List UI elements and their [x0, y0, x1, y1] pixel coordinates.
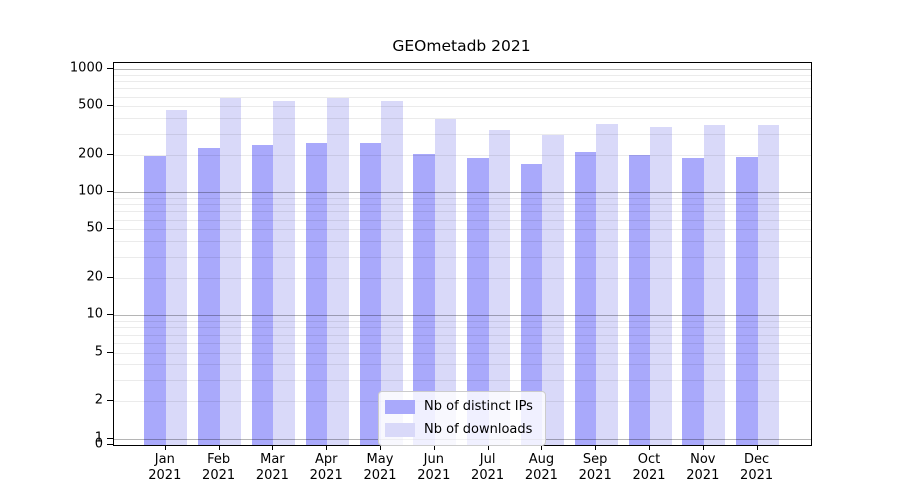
bars-layer — [114, 63, 811, 445]
y-tick-mark-10 — [107, 314, 113, 316]
x-tick-mark-aug-2021 — [541, 445, 543, 450]
chart-title: GEOmetadb 2021 — [392, 37, 531, 55]
plot-area: Nb of distinct IPs Nb of downloads — [113, 62, 812, 446]
x-tick-label-sep-2021: Sep 2021 — [578, 452, 612, 483]
x-tick-mark-oct-2021 — [649, 445, 650, 450]
x-tick-mark-may-2021 — [380, 445, 381, 450]
bar-nb-of-distinct-ips-jul-2021 — [467, 158, 489, 445]
x-tick-label-aug-2021: Aug 2021 — [524, 452, 558, 483]
bar-nb-of-downloads-feb-2021 — [219, 98, 242, 445]
bar-nb-of-distinct-ips-apr-2021 — [305, 143, 328, 445]
x-tick-mark-jul-2021 — [487, 445, 489, 450]
x-tick-mark-dec-2021 — [756, 445, 758, 450]
bar-nb-of-downloads-sep-2021 — [596, 124, 618, 445]
x-tick-label-oct-2021: Oct 2021 — [632, 452, 666, 483]
y-tick-label-5: 5 — [94, 344, 103, 359]
y-tick-mark-2 — [107, 400, 113, 402]
x-tick-label-dec-2021: Dec 2021 — [740, 452, 774, 483]
y-tick-label-100: 100 — [78, 183, 103, 199]
y-tick-label-0: 0 — [94, 436, 103, 452]
x-tick-label-jul-2021: Jul 2021 — [471, 452, 505, 483]
bar-nb-of-distinct-ips-nov-2021 — [682, 158, 704, 445]
x-tick-mark-apr-2021 — [326, 445, 328, 450]
bar-nb-of-downloads-dec-2021 — [757, 124, 780, 445]
bar-nb-of-distinct-ips-jun-2021 — [413, 153, 435, 445]
x-tick-mark-feb-2021 — [218, 445, 220, 450]
y-axis: 1000 500 200 100 50 20 10 5 2 1 0 — [0, 60, 103, 452]
x-tick-label-nov-2021: Nov 2021 — [686, 452, 720, 483]
legend-item-downloads: Nb of downloads — [385, 422, 533, 437]
x-tick-label-jan-2021: Jan 2021 — [148, 452, 182, 483]
bar-nb-of-downloads-aug-2021 — [542, 135, 564, 445]
y-tick-label-200: 200 — [78, 146, 103, 162]
bar-nb-of-distinct-ips-aug-2021 — [520, 163, 543, 445]
x-tick-mark-nov-2021 — [702, 445, 704, 450]
y-tick-label-10: 10 — [86, 306, 103, 322]
y-tick-label-20: 20 — [86, 269, 103, 285]
y-tick-label-50: 50 — [86, 220, 103, 236]
bar-nb-of-downloads-apr-2021 — [327, 98, 349, 445]
y-tick-label-1: 1 — [94, 430, 103, 445]
y-tick-mark-5 — [107, 351, 113, 353]
legend-swatch-downloads — [385, 422, 415, 437]
legend-item-distinct-ips: Nb of distinct IPs — [385, 399, 533, 414]
bar-nb-of-distinct-ips-jan-2021 — [144, 156, 166, 445]
bar-nb-of-distinct-ips-feb-2021 — [198, 147, 220, 445]
y-tick-label-2: 2 — [94, 392, 103, 408]
bar-nb-of-distinct-ips-oct-2021 — [628, 155, 650, 445]
x-tick-label-apr-2021: Apr 2021 — [309, 452, 343, 483]
bar-nb-of-downloads-nov-2021 — [703, 124, 726, 445]
x-tick-label-may-2021: May 2021 — [363, 452, 397, 483]
y-tick-label-500: 500 — [78, 97, 103, 113]
y-tick-mark-1 — [107, 437, 113, 439]
legend-swatch-distinct-ips — [385, 399, 415, 414]
y-tick-mark-50 — [107, 228, 113, 230]
bar-nb-of-downloads-oct-2021 — [650, 127, 672, 445]
x-tick-mark-jun-2021 — [433, 445, 435, 450]
bar-nb-of-distinct-ips-mar-2021 — [251, 145, 274, 445]
bar-nb-of-distinct-ips-may-2021 — [359, 143, 381, 445]
y-tick-label-1000: 1000 — [69, 60, 103, 76]
bar-nb-of-downloads-jun-2021 — [434, 118, 457, 445]
y-tick-mark-1000 — [107, 68, 113, 70]
bar-nb-of-downloads-mar-2021 — [273, 101, 295, 445]
y-tick-mark-20 — [107, 277, 113, 279]
bar-nb-of-distinct-ips-sep-2021 — [574, 151, 597, 445]
x-tick-mark-sep-2021 — [595, 445, 597, 450]
y-tick-mark-100 — [107, 191, 113, 193]
bar-nb-of-downloads-jan-2021 — [165, 109, 188, 445]
x-tick-mark-jan-2021 — [164, 445, 166, 450]
x-tick-label-feb-2021: Feb 2021 — [202, 452, 236, 483]
legend-label-distinct-ips: Nb of distinct IPs — [424, 399, 533, 414]
bar-nb-of-downloads-may-2021 — [381, 101, 403, 445]
y-tick-mark-200 — [107, 154, 113, 156]
y-tick-mark-0 — [107, 444, 113, 445]
x-tick-label-mar-2021: Mar 2021 — [255, 452, 289, 483]
bar-nb-of-downloads-jul-2021 — [488, 129, 511, 445]
legend: Nb of distinct IPs Nb of downloads — [378, 391, 546, 446]
legend-label-downloads: Nb of downloads — [424, 422, 533, 437]
y-tick-mark-500 — [107, 105, 113, 107]
bar-nb-of-distinct-ips-dec-2021 — [736, 157, 758, 445]
x-tick-mark-mar-2021 — [272, 445, 274, 450]
x-tick-label-jun-2021: Jun 2021 — [417, 452, 451, 483]
